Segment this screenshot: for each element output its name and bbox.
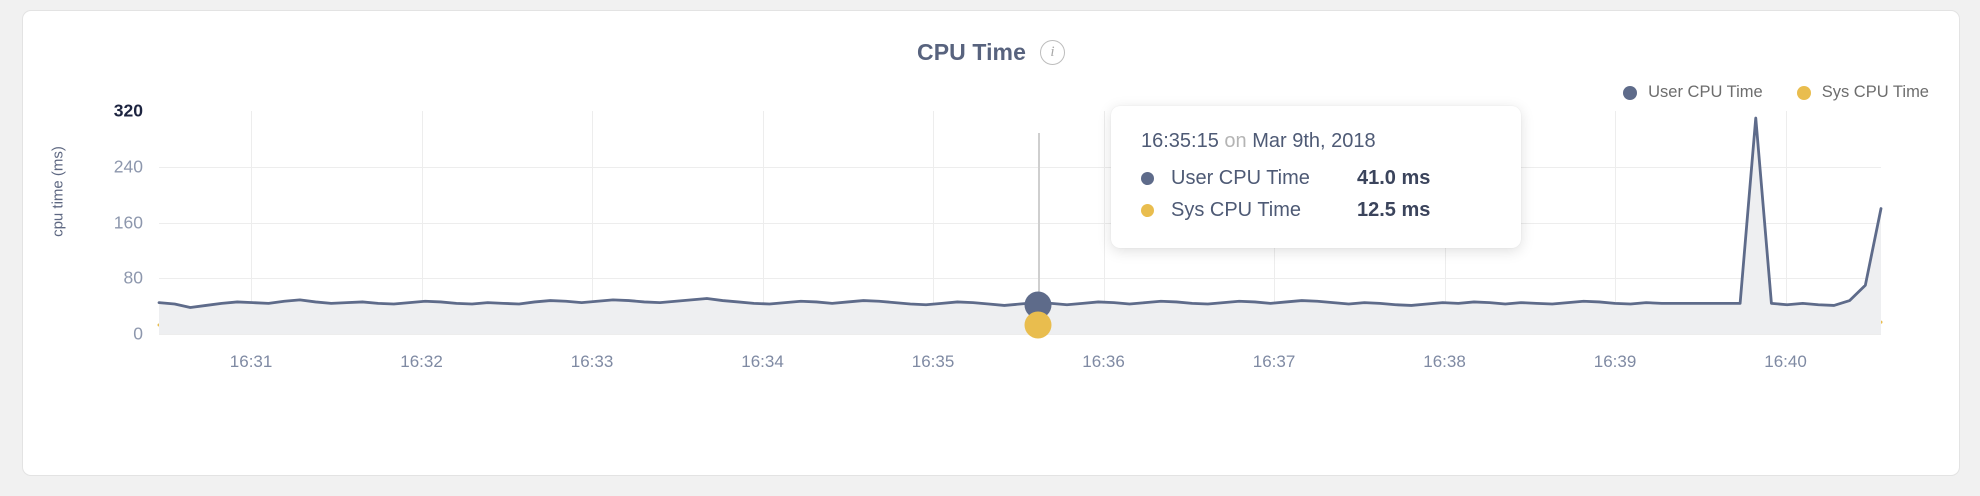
- y-axis-tick-label: 160: [113, 212, 143, 232]
- crosshair-line: [1038, 133, 1040, 334]
- series-area-user-cpu-time: [159, 117, 1881, 334]
- legend-label: Sys CPU Time: [1821, 83, 1929, 101]
- gridline-horizontal: [159, 166, 1881, 168]
- gridline-vertical: [421, 111, 423, 334]
- tooltip-color-dot: [1141, 204, 1154, 217]
- legend-label: User CPU Time: [1648, 83, 1763, 101]
- x-axis-tick-label: 16:37: [1252, 352, 1296, 371]
- y-axis-tick-label: 240: [113, 156, 143, 177]
- tooltip-color-dot: [1141, 172, 1154, 185]
- tooltip-rows: User CPU Time 41.0 ms Sys CPU Time 12.5 ms: [1141, 167, 1493, 222]
- x-axis-tick-label: 16:31: [229, 352, 273, 371]
- chart-legend: User CPU Time Sys CPU Time: [1623, 83, 1929, 102]
- y-axis-tick-label: 0: [133, 323, 143, 344]
- y-axis-tick-label: 80: [123, 267, 143, 288]
- legend-color-dot: [1796, 85, 1811, 100]
- x-axis-tick-label: 16:39: [1593, 352, 1637, 371]
- tooltip-series-value: 12.5 ms: [1357, 199, 1431, 221]
- tooltip-series-value: 41.0 ms: [1357, 167, 1431, 189]
- x-axis-tick-label: 16:32: [400, 352, 443, 371]
- hover-dot-sys-cpu-time: [1024, 311, 1052, 339]
- x-axis-tick-label: 16:34: [741, 352, 784, 371]
- gridline-vertical: [1785, 111, 1787, 334]
- tooltip-on-word: on: [1218, 130, 1253, 152]
- y-axis-tick-label: 320: [113, 100, 143, 121]
- tooltip-row-user-cpu-time: User CPU Time 41.0 ms: [1141, 167, 1493, 190]
- series-svg: [157, 116, 1883, 334]
- tooltip-row-sys-cpu-time: Sys CPU Time 12.5 ms: [1141, 199, 1493, 222]
- tooltip-date: Mar 9th, 2018: [1252, 130, 1376, 152]
- gridline-horizontal: [159, 334, 1881, 335]
- x-axis-tick-label: 16:40: [1764, 352, 1807, 371]
- legend-item-user-cpu-time[interactable]: User CPU Time: [1623, 83, 1763, 102]
- gridline-horizontal: [159, 278, 1881, 280]
- gridline-vertical: [762, 111, 764, 334]
- tooltip-series-name: Sys CPU Time: [1171, 199, 1302, 221]
- x-axis-tick-label: 16:36: [1082, 352, 1125, 371]
- gridline-vertical: [251, 111, 253, 334]
- series-line-user-cpu-time: [157, 116, 1883, 309]
- tooltip-timestamp: 16:35:15 on Mar 9th, 2018: [1141, 130, 1493, 153]
- cpu-time-chart-card: CPU Time i User CPU Time Sys CPU Time cpu…: [22, 10, 1960, 476]
- plot-area: cpu time (ms) 0 80 160 240 320 16:31 16:32 16:…: [23, 11, 1959, 475]
- tooltip-series-name: User CPU Time: [1171, 167, 1310, 189]
- x-axis-tick-label: 16:33: [570, 352, 614, 371]
- x-axis-tick-label: 16:35: [911, 352, 955, 371]
- gridline-vertical: [592, 111, 594, 334]
- legend-item-sys-cpu-time[interactable]: Sys CPU Time: [1796, 83, 1929, 102]
- gridline-vertical: [1615, 111, 1617, 334]
- info-icon[interactable]: i: [1040, 40, 1066, 65]
- tooltip-time: 16:35:15: [1141, 130, 1219, 152]
- gridline-vertical: [1103, 111, 1105, 334]
- x-axis-tick-label: 16:38: [1423, 352, 1466, 371]
- hover-tooltip: 16:35:15 on Mar 9th, 2018 User CPU Time 4…: [1111, 106, 1521, 248]
- legend-color-dot: [1623, 85, 1638, 100]
- gridline-vertical: [933, 111, 935, 334]
- gridline-horizontal: [159, 222, 1881, 224]
